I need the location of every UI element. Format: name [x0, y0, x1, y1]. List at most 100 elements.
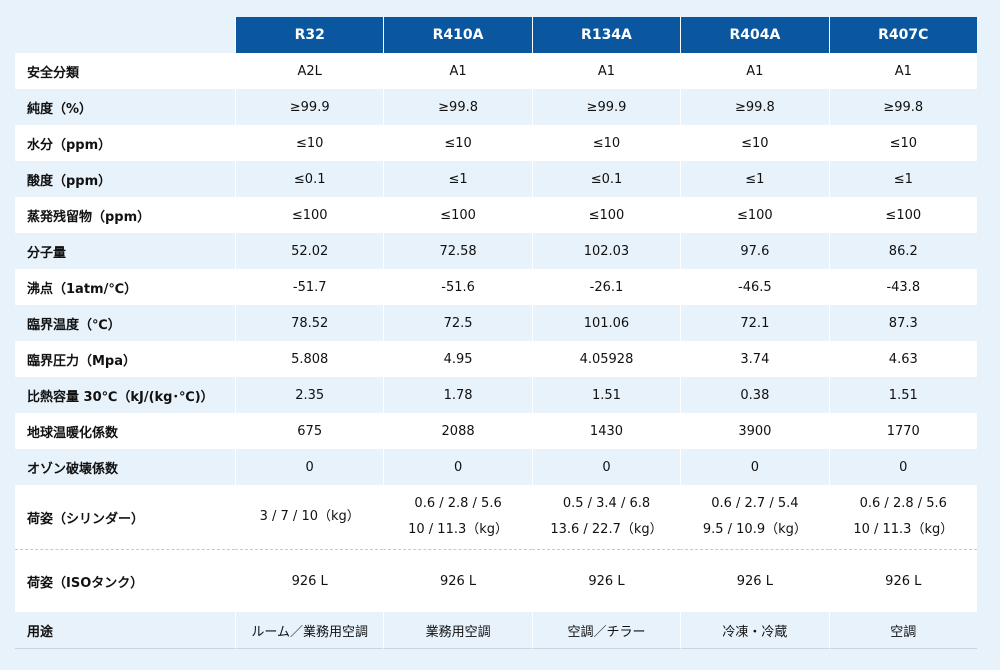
- cell: 0: [828, 449, 977, 485]
- cell-line: 0.6 / 2.8 / 5.6: [859, 496, 947, 511]
- row-moisture: 水分（ppm） ≤10 ≤10 ≤10 ≤10 ≤10: [15, 125, 977, 161]
- cell: 1430: [531, 413, 681, 449]
- row-usage: 用途 ルーム／業務用空調 業務用空調 空調／チラー 冷凍・冷蔵 空調: [15, 612, 977, 649]
- row-label: 用途: [15, 612, 235, 649]
- cell: 3900: [680, 413, 829, 449]
- cell: 1.51: [828, 377, 977, 413]
- row-label: 分子量: [15, 233, 235, 269]
- cell: 72.1: [680, 305, 829, 341]
- cell: -51.7: [235, 269, 384, 305]
- cell: 0.38: [680, 377, 829, 413]
- row-label: 臨界圧力（Mpa）: [15, 341, 235, 377]
- cell: 675: [235, 413, 384, 449]
- cell: A1: [531, 53, 681, 89]
- row-label: 蒸発残留物（ppm）: [15, 197, 235, 233]
- cell: 2088: [383, 413, 532, 449]
- cell: 102.03: [531, 233, 681, 269]
- cell: A1: [383, 53, 532, 89]
- cell: 926 L: [680, 549, 829, 612]
- cell: 0.5 / 3.4 / 6.8 13.6 / 22.7（kg）: [531, 485, 681, 549]
- cell: -51.6: [383, 269, 532, 305]
- cell: ≤1: [680, 161, 829, 197]
- row-molecular-weight: 分子量 52.02 72.58 102.03 97.6 86.2: [15, 233, 977, 269]
- cell: A1: [680, 53, 829, 89]
- cell-line: 0.5 / 3.4 / 6.8: [562, 496, 651, 511]
- cell: ≥99.8: [828, 89, 977, 125]
- cell: 空調／チラー: [531, 612, 681, 649]
- row-label: 荷姿（ISOタンク）: [15, 549, 235, 612]
- cell: 3.74: [680, 341, 829, 377]
- cell-line: 10 / 11.3（kg）: [408, 522, 509, 537]
- cell-line: 0.6 / 2.7 / 5.4: [711, 496, 799, 511]
- cell-line: 0.6 / 2.8 / 5.6: [414, 496, 502, 511]
- cell: 1770: [828, 413, 977, 449]
- row-gwp: 地球温暖化係数 675 2088 1430 3900 1770: [15, 413, 977, 449]
- cell: 0: [383, 449, 532, 485]
- header-corner: [15, 17, 235, 53]
- cell: 86.2: [828, 233, 977, 269]
- row-boiling-point: 沸点（1atm/℃） -51.7 -51.6 -26.1 -46.5 -43.8: [15, 269, 977, 305]
- cell: 0.6 / 2.7 / 5.4 9.5 / 10.9（kg）: [680, 485, 829, 549]
- row-acidity: 酸度（ppm） ≤0.1 ≤1 ≤0.1 ≤1 ≤1: [15, 161, 977, 197]
- row-label: 荷姿（シリンダー）: [15, 485, 235, 549]
- cell: 4.63: [828, 341, 977, 377]
- header-r410a: R410A: [383, 17, 532, 53]
- cell: ≤10: [383, 125, 532, 161]
- cell: 97.6: [680, 233, 829, 269]
- cell: A1: [828, 53, 977, 89]
- cell: ≥99.9: [531, 89, 681, 125]
- cell: -43.8: [828, 269, 977, 305]
- cell: 926 L: [383, 549, 532, 612]
- cell: 3 / 7 / 10（kg）: [235, 485, 384, 549]
- cell: 87.3: [828, 305, 977, 341]
- row-label: オゾン破壊係数: [15, 449, 235, 485]
- cell: 0: [235, 449, 384, 485]
- cell-line: 10 / 11.3（kg）: [853, 522, 954, 537]
- cell-line: 9.5 / 10.9（kg）: [702, 522, 807, 537]
- row-cylinder-packaging: 荷姿（シリンダー） 3 / 7 / 10（kg） 0.6 / 2.8 / 5.6…: [15, 485, 977, 549]
- row-label: 地球温暖化係数: [15, 413, 235, 449]
- cell: 926 L: [235, 549, 384, 612]
- cell: 4.05928: [531, 341, 681, 377]
- cell: 1.78: [383, 377, 532, 413]
- cell: ≤0.1: [235, 161, 384, 197]
- row-residue: 蒸発残留物（ppm） ≤100 ≤100 ≤100 ≤100 ≤100: [15, 197, 977, 233]
- cell: 0.6 / 2.8 / 5.6 10 / 11.3（kg）: [828, 485, 977, 549]
- cell: ≤100: [235, 197, 384, 233]
- header-r404a: R404A: [680, 17, 829, 53]
- cell: 1.51: [531, 377, 681, 413]
- cell: ≤100: [531, 197, 681, 233]
- cell: 101.06: [531, 305, 681, 341]
- row-specific-heat: 比熱容量 30℃（kJ/(kg･℃)） 2.35 1.78 1.51 0.38 …: [15, 377, 977, 413]
- cell: 78.52: [235, 305, 384, 341]
- cell: 4.95: [383, 341, 532, 377]
- cell: 72.5: [383, 305, 532, 341]
- row-label: 純度（%）: [15, 89, 235, 125]
- cell: 0: [680, 449, 829, 485]
- cell: ≥99.9: [235, 89, 384, 125]
- row-label: 沸点（1atm/℃）: [15, 269, 235, 305]
- cell: ≤0.1: [531, 161, 681, 197]
- refrigerant-spec-table: R32 R410A R134A R404A R407C 安全分類 A2L A1 …: [15, 17, 977, 649]
- row-critical-pressure: 臨界圧力（Mpa） 5.808 4.95 4.05928 3.74 4.63: [15, 341, 977, 377]
- row-safety-class: 安全分類 A2L A1 A1 A1 A1: [15, 53, 977, 89]
- row-critical-temperature: 臨界温度（℃） 78.52 72.5 101.06 72.1 87.3: [15, 305, 977, 341]
- cell: 空調: [828, 612, 977, 649]
- cell: 52.02: [235, 233, 384, 269]
- row-label: 水分（ppm）: [15, 125, 235, 161]
- cell: 926 L: [531, 549, 681, 612]
- cell: ≤1: [383, 161, 532, 197]
- cell: -26.1: [531, 269, 681, 305]
- cell: ≤10: [828, 125, 977, 161]
- header-row: R32 R410A R134A R404A R407C: [15, 17, 977, 53]
- cell: ≥99.8: [680, 89, 829, 125]
- row-label: 臨界温度（℃）: [15, 305, 235, 341]
- cell: -46.5: [680, 269, 829, 305]
- cell-line: 3 / 7 / 10（kg）: [259, 509, 360, 524]
- row-iso-tank-packaging: 荷姿（ISOタンク） 926 L 926 L 926 L 926 L 926 L: [15, 549, 977, 612]
- cell: 0: [531, 449, 681, 485]
- row-odp: オゾン破壊係数 0 0 0 0 0: [15, 449, 977, 485]
- cell: ≥99.8: [383, 89, 532, 125]
- cell: ≤10: [531, 125, 681, 161]
- row-purity: 純度（%） ≥99.9 ≥99.8 ≥99.9 ≥99.8 ≥99.8: [15, 89, 977, 125]
